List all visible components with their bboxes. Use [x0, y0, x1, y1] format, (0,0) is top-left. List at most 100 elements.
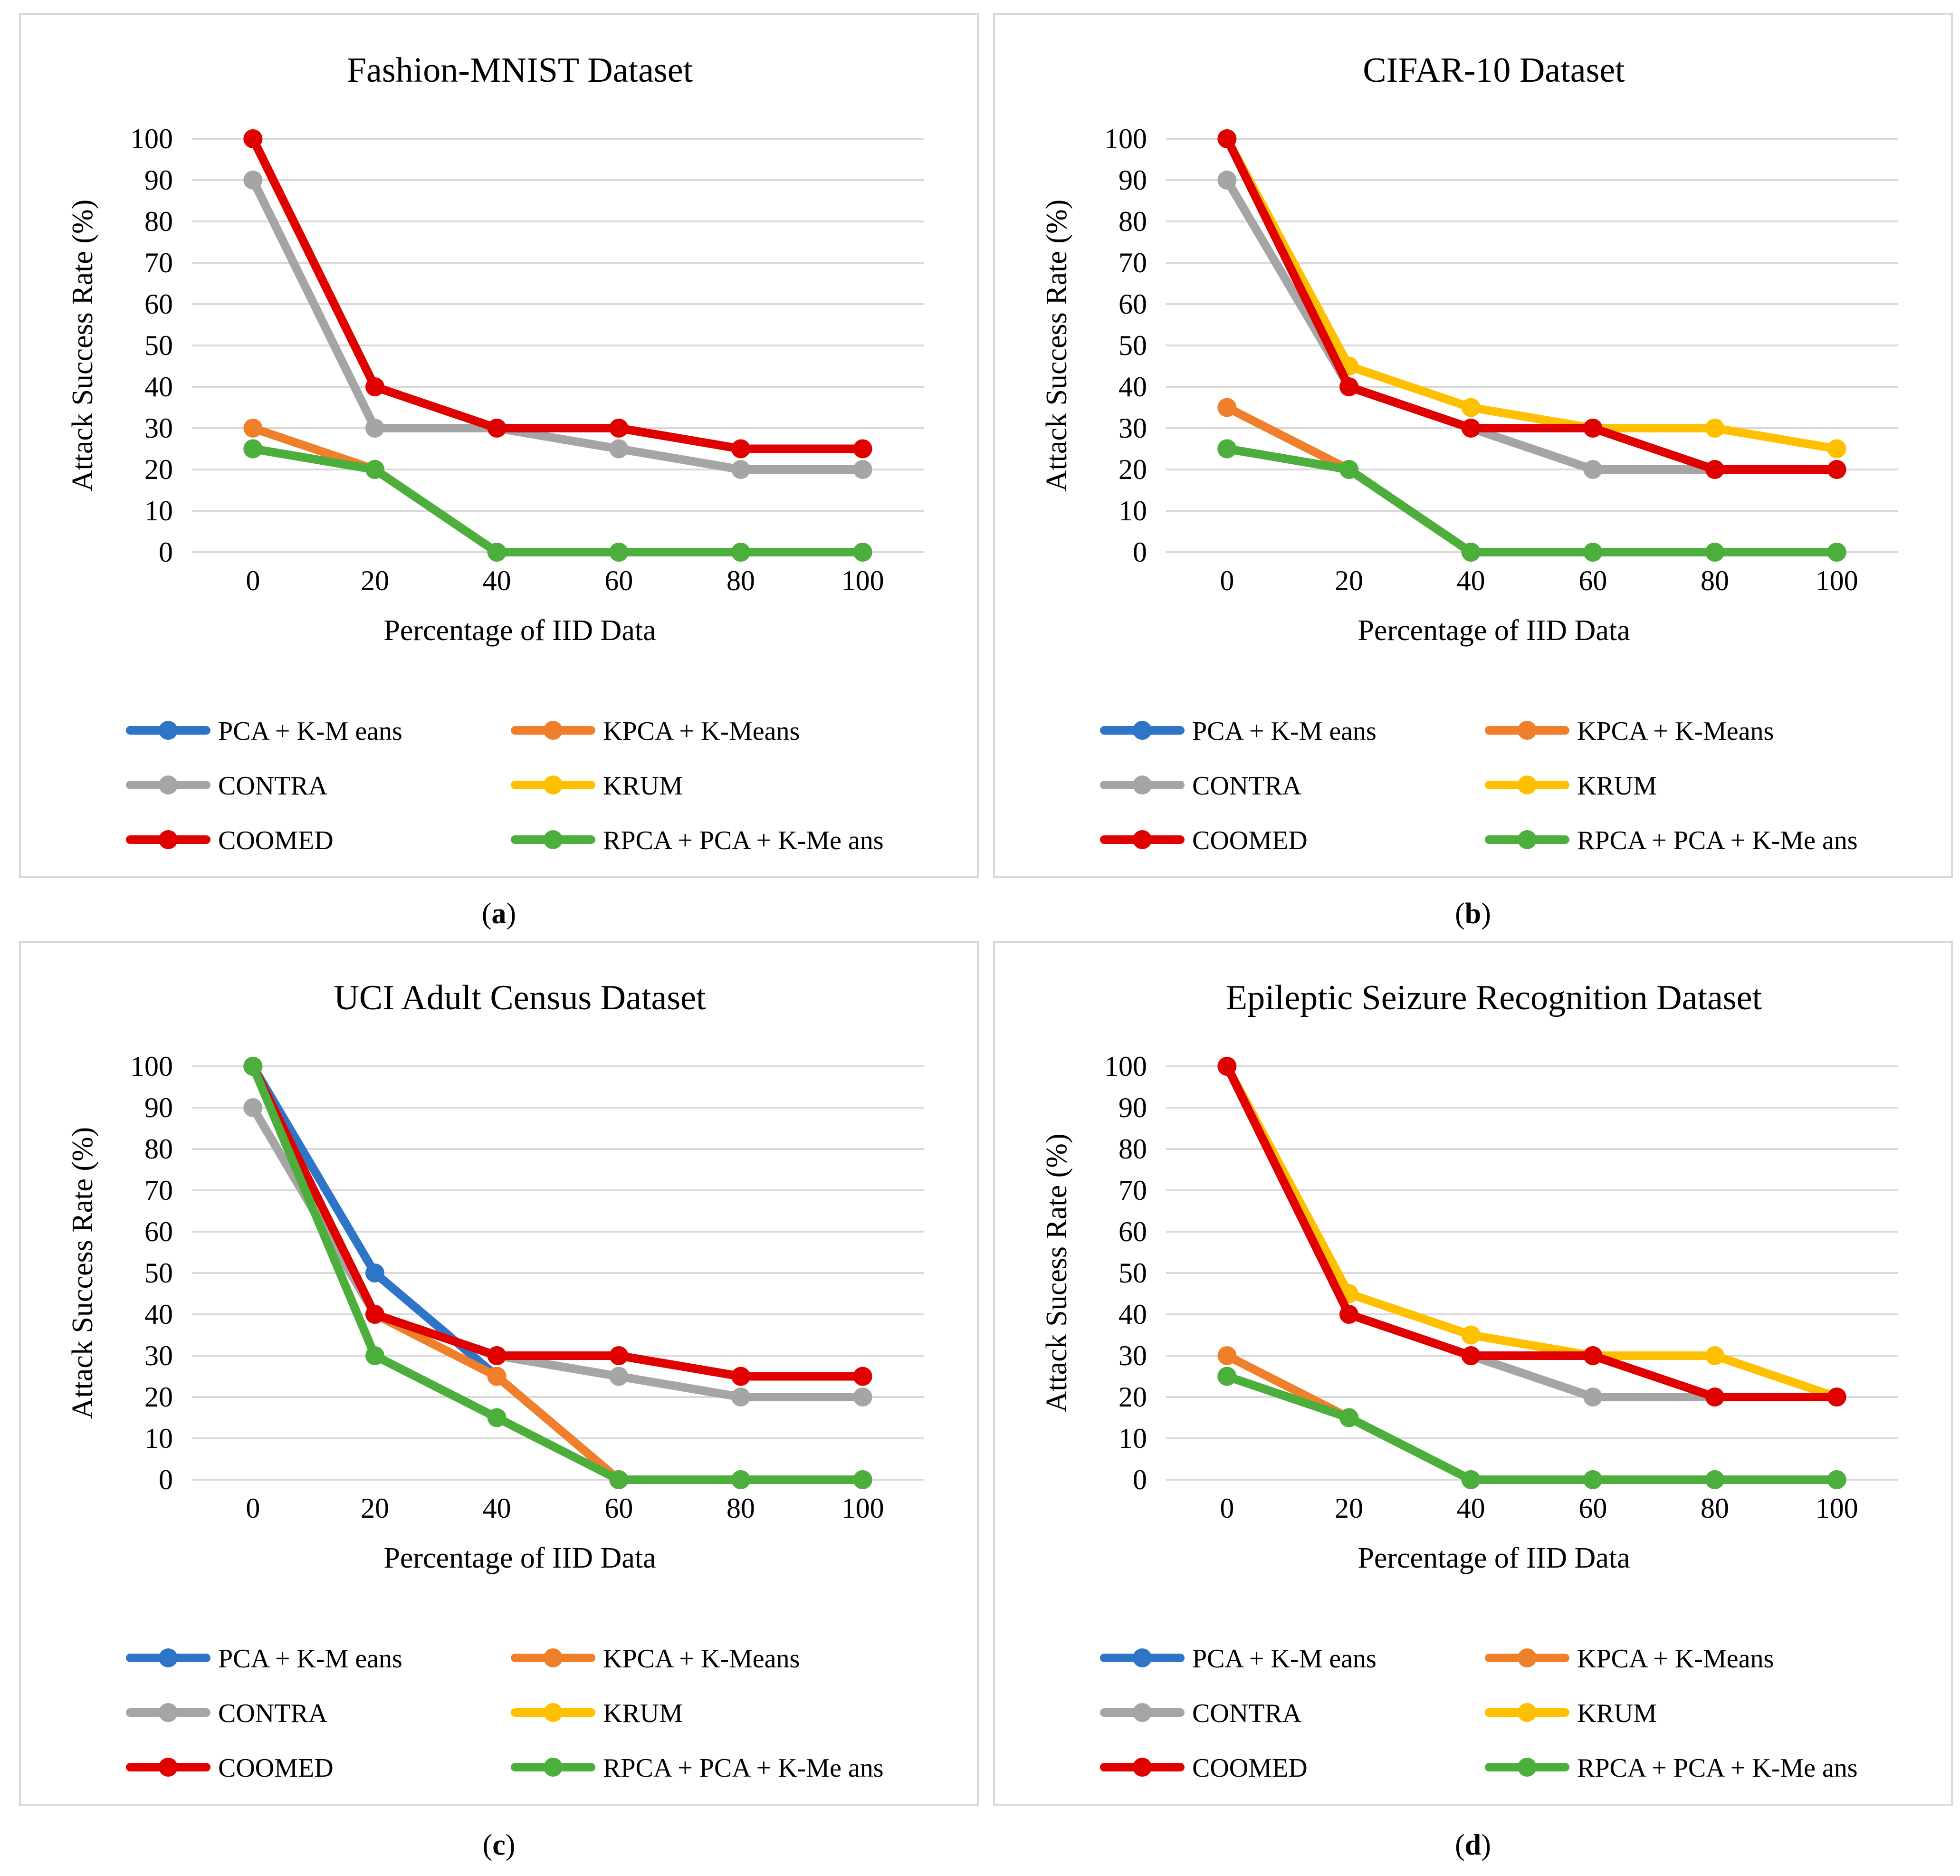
chart-d-series-line-coomed	[1223, 1062, 1841, 1401]
chart-d-legend-marker	[1133, 1758, 1152, 1777]
chart-c-legend-marker	[544, 1703, 563, 1722]
chart-b-point-rpca-pca-k-means	[1705, 543, 1724, 562]
chart-d-legend-marker	[1518, 1758, 1537, 1777]
chart-b-point-coomed	[1339, 377, 1358, 396]
chart-a-x-tick-label: 100	[841, 565, 884, 596]
chart-c-y-tick-label: 0	[159, 1464, 173, 1495]
chart-c-legend-label: PCA + K-M eans	[218, 1644, 402, 1674]
chart-a-y-tick-label: 30	[144, 412, 173, 444]
chart-b-point-coomed	[1583, 419, 1603, 438]
chart-a-series-line-rpca-pca-k-means	[249, 444, 867, 556]
chart-d-series-coomed	[1217, 1057, 1846, 1407]
chart-c-y-axis-label: Attack Success Rate (%)	[67, 1127, 99, 1419]
chart-b-legend-label: KPCA + K-Means	[1577, 717, 1774, 746]
caption-a-letter: a	[491, 898, 507, 930]
chart-a-series-line-krum	[249, 134, 867, 453]
chart-c-point-pca-k-means	[365, 1263, 384, 1283]
chart-c-legend-marker	[544, 1648, 563, 1667]
chart-c-legend-label: CONTRA	[218, 1699, 328, 1728]
chart-c-legend-marker	[544, 1758, 563, 1777]
chart-d-x-axis-label: Percentage of IID Data	[1358, 1542, 1630, 1574]
chart-b-y-tick-label: 80	[1119, 206, 1147, 237]
chart-c-point-rpca-pca-k-means	[731, 1470, 750, 1489]
chart-b-legend-marker	[1518, 775, 1537, 794]
chart-b-point-contra	[1583, 460, 1603, 479]
chart-d-legend-item-krum: KRUM	[1485, 1699, 1657, 1728]
chart-a-series-coomed	[243, 129, 872, 459]
chart-d-y-tick-label: 90	[1119, 1092, 1147, 1123]
chart-a-legend-label: CONTRA	[218, 771, 328, 801]
chart-c-point-rpca-pca-k-means	[487, 1408, 507, 1427]
chart-d-point-coomed	[1461, 1346, 1481, 1365]
chart-c-legend-item-rpca-pca-k-means: RPCA + PCA + K-Me ans	[511, 1753, 884, 1783]
chart-a-y-axis-label: Attack Success Rate (%)	[67, 200, 99, 492]
chart-c-legend-marker	[159, 1648, 178, 1667]
chart-b-y-tick-label: 100	[1104, 123, 1147, 154]
chart-a-series-contra	[243, 171, 872, 479]
chart-c-x-tick-label: 0	[246, 1493, 260, 1524]
chart-c-point-coomed	[487, 1346, 507, 1365]
chart-a-y-tick-label: 10	[144, 495, 173, 526]
chart-c-point-rpca-pca-k-means	[853, 1470, 872, 1489]
chart-a-legend-label: RPCA + PCA + K-Me ans	[603, 826, 884, 855]
chart-a-legend-item-rpca-pca-k-means: RPCA + PCA + K-Me ans	[511, 826, 884, 855]
chart-b-point-rpca-pca-k-means	[1827, 543, 1846, 562]
chart-a-x-axis-label: Percentage of IID Data	[383, 614, 656, 647]
chart-b-y-tick-label: 30	[1119, 412, 1147, 444]
chart-d-svg: Epileptic Seizure Recognition Dataset 0 10…	[1041, 978, 1898, 1783]
chart-d-x-tick-label: 80	[1701, 1493, 1729, 1524]
chart-b-series-rpca-pca-k-means	[1217, 439, 1846, 562]
chart-a-x-tick-label: 80	[727, 565, 755, 596]
chart-d-legend-item-pca-k-means: PCA + K-M eans	[1100, 1644, 1377, 1674]
chart-c-legend-marker	[159, 1703, 178, 1722]
chart-c-y-tick-label: 60	[144, 1216, 173, 1247]
chart-b-point-rpca-pca-k-means	[1217, 439, 1237, 459]
chart-b-y-tick-label: 70	[1119, 247, 1147, 278]
chart-d-y-axis-label: Attack Sucess Rate (%)	[1041, 1133, 1073, 1412]
chart-c-x-tick-label: 20	[361, 1493, 389, 1524]
chart-b-x-tick-label: 80	[1701, 565, 1729, 596]
chart-b-point-krum	[1827, 439, 1846, 459]
chart-a-point-coomed	[609, 419, 629, 438]
chart-b-legend-item-krum: KRUM	[1485, 771, 1657, 801]
chart-d-legend-label: CONTRA	[1192, 1699, 1302, 1728]
chart-a-x-tick-label: 20	[361, 565, 389, 596]
chart-c-legend-label: KPCA + K-Means	[603, 1644, 800, 1674]
chart-a-y-tick-label: 40	[144, 371, 173, 402]
caption-c: (c)	[482, 1829, 516, 1861]
chart-a-y-tick-label: 70	[144, 247, 173, 278]
chart-a-legend-label: KRUM	[603, 771, 683, 801]
chart-d-legend-label: COOMED	[1192, 1753, 1308, 1783]
chart-panel-d: Epileptic Seizure Recognition Dataset 0 10…	[993, 941, 1953, 1806]
chart-c-point-rpca-pca-k-means	[365, 1346, 384, 1365]
chart-d-y-tick-label: 80	[1119, 1133, 1147, 1165]
chart-a-legend-item-coomed: COOMED	[126, 826, 334, 855]
chart-b-legend-marker	[1518, 721, 1537, 740]
chart-c-x-tick-label: 100	[841, 1493, 884, 1524]
chart-c-series-line-rpca-pca-k-means	[249, 1062, 867, 1484]
chart-a-legend-item-kpca-k-means: KPCA + K-Means	[511, 717, 800, 746]
chart-b-series-kpca-k-means	[1217, 398, 1846, 562]
chart-c-point-coomed	[365, 1305, 384, 1324]
chart-a-point-contra	[853, 460, 872, 479]
chart-c-legend-label: KRUM	[603, 1699, 683, 1728]
chart-a-legend-marker	[544, 721, 563, 740]
chart-b-legend-marker	[1133, 721, 1152, 740]
chart-b-legend-label: RPCA + PCA + K-Me ans	[1577, 826, 1858, 855]
chart-c-legend-item-contra: CONTRA	[126, 1699, 328, 1728]
chart-a-legend-label: COOMED	[218, 826, 334, 855]
chart-d-y-tick-label: 60	[1119, 1216, 1147, 1247]
chart-b-legend-label: COOMED	[1192, 826, 1308, 855]
chart-d-y-tick-label: 50	[1119, 1257, 1147, 1289]
chart-c-point-rpca-pca-k-means	[243, 1057, 263, 1076]
chart-c-legend-item-krum: KRUM	[511, 1699, 683, 1728]
chart-a-point-rpca-pca-k-means	[365, 460, 384, 479]
chart-d-point-krum	[1705, 1346, 1724, 1365]
chart-d-point-rpca-pca-k-means	[1217, 1367, 1237, 1386]
chart-d-legend-label: KPCA + K-Means	[1577, 1644, 1774, 1674]
chart-a-series-krum	[243, 129, 872, 459]
chart-a-point-coomed	[853, 439, 872, 459]
chart-c-point-contra	[731, 1388, 750, 1407]
chart-d-y-tick-label: 70	[1119, 1175, 1147, 1206]
chart-b-legend-item-pca-k-means: PCA + K-M eans	[1100, 717, 1377, 746]
